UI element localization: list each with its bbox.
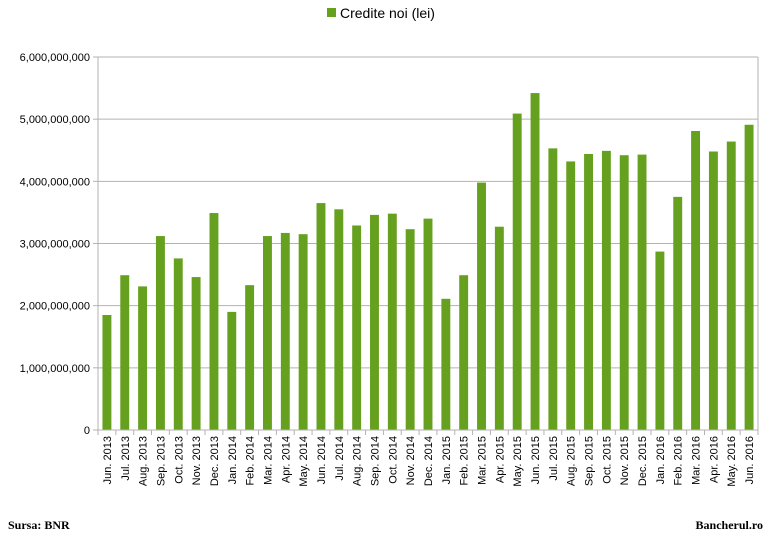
x-tick-label: Sep. 2013: [155, 436, 167, 486]
bar: [494, 226, 504, 430]
axes: [97, 57, 759, 431]
x-tick-label: Jan. 2014: [227, 436, 239, 484]
bar: [102, 314, 112, 430]
legend-label: Credite noi (lei): [340, 5, 435, 21]
bar: [673, 196, 683, 430]
bar: [280, 232, 290, 430]
bar: [512, 113, 522, 431]
x-tick-label: Nov. 2013: [191, 436, 203, 485]
bar: [726, 141, 736, 430]
x-tick-label: Aug. 2014: [352, 436, 364, 486]
bar: [334, 209, 344, 430]
bar: [477, 182, 486, 430]
x-tick-label: Apr. 2015: [494, 436, 506, 483]
bar: [227, 311, 237, 430]
bar: [209, 213, 219, 430]
bar: [120, 275, 130, 430]
bar: [708, 151, 718, 430]
bar: [263, 236, 272, 430]
x-tick-label: Dec. 2015: [637, 436, 649, 486]
x-tick-label: Jul. 2013: [120, 436, 132, 481]
bar: [619, 155, 629, 430]
x-tick-label: Mar. 2015: [477, 436, 489, 485]
bar: [655, 251, 665, 430]
site-credit: Bancherul.ro: [695, 518, 763, 532]
x-tick-label: May. 2016: [726, 436, 738, 487]
x-tick-label: Sep. 2014: [369, 436, 381, 486]
x-tick-label: Nov. 2014: [405, 436, 417, 485]
bar: [530, 93, 540, 430]
bar: [387, 213, 397, 430]
bar: [441, 298, 451, 430]
x-tick-label: Apr. 2016: [708, 436, 720, 483]
bar: [316, 203, 326, 430]
x-axis-ticks: [97, 430, 759, 435]
bar: [637, 154, 647, 430]
x-tick-label: Dec. 2013: [209, 436, 221, 486]
y-tick-label: 4,000,000,000: [20, 176, 90, 188]
bar: [352, 225, 362, 430]
bar: [245, 285, 255, 430]
bar: [155, 236, 165, 430]
x-tick-label: Feb. 2016: [673, 436, 685, 486]
x-tick-label: Jan. 2016: [655, 436, 667, 484]
x-tick-label: Jul. 2015: [548, 436, 560, 481]
bar: [173, 258, 183, 430]
bar: [405, 229, 415, 430]
x-tick-label: May. 2014: [298, 436, 310, 487]
y-axis-tick-labels: 0 1,000,000,000 2,000,000,000 3,000,000,000…: [20, 52, 90, 437]
x-tick-label: Jun. 2013: [102, 436, 114, 484]
bar: [298, 234, 308, 430]
x-tick-label: Sep. 2015: [584, 436, 596, 486]
bar: [584, 153, 593, 431]
bar: [423, 218, 433, 430]
legend-swatch: [327, 8, 336, 17]
x-tick-label: Nov. 2015: [619, 436, 631, 485]
y-tick-label: 5,000,000,000: [20, 114, 90, 126]
x-tick-label: Oct. 2014: [387, 436, 399, 484]
x-tick-label: Aug. 2013: [138, 436, 150, 486]
bar: [744, 124, 754, 431]
x-tick-label: Mar. 2016: [691, 436, 703, 485]
y-tick-label: 6,000,000,000: [20, 52, 90, 64]
x-axis-tick-labels: Jun. 2013 Jul. 2013 Aug. 2013 Sep. 2013 Oct.…: [102, 436, 756, 487]
bar: [191, 277, 201, 430]
bar: [370, 214, 379, 430]
bars: [102, 93, 754, 431]
x-tick-label: Dec. 2014: [423, 436, 435, 486]
source-note: Sursa: BNR: [8, 518, 70, 532]
x-tick-label: Jun. 2016: [744, 436, 756, 484]
x-tick-label: Jun. 2015: [530, 436, 542, 484]
y-tick-label: 3,000,000,000: [20, 239, 90, 251]
x-tick-label: Aug. 2015: [566, 436, 578, 486]
legend: Credite noi (lei): [327, 5, 435, 21]
bar: [138, 286, 148, 430]
bar: [548, 148, 558, 430]
x-tick-label: Jan. 2015: [441, 436, 453, 484]
x-tick-label: Feb. 2014: [245, 436, 257, 486]
x-tick-label: Feb. 2015: [459, 436, 471, 486]
x-tick-label: Oct. 2013: [173, 436, 185, 484]
x-tick-label: May. 2015: [512, 436, 524, 487]
y-tick-label: 1,000,000,000: [20, 363, 90, 375]
x-tick-label: Oct. 2015: [601, 436, 613, 484]
x-tick-label: Apr. 2014: [280, 436, 292, 483]
bar: [691, 130, 701, 430]
x-tick-label: Jun. 2014: [316, 436, 328, 484]
x-tick-label: Mar. 2014: [262, 436, 274, 485]
bar: [566, 161, 576, 430]
bar: [601, 150, 611, 430]
y-tick-label: 0: [84, 425, 90, 437]
x-tick-label: Jul. 2014: [334, 436, 346, 481]
bar: [459, 275, 469, 430]
y-tick-label: 2,000,000,000: [20, 301, 90, 313]
